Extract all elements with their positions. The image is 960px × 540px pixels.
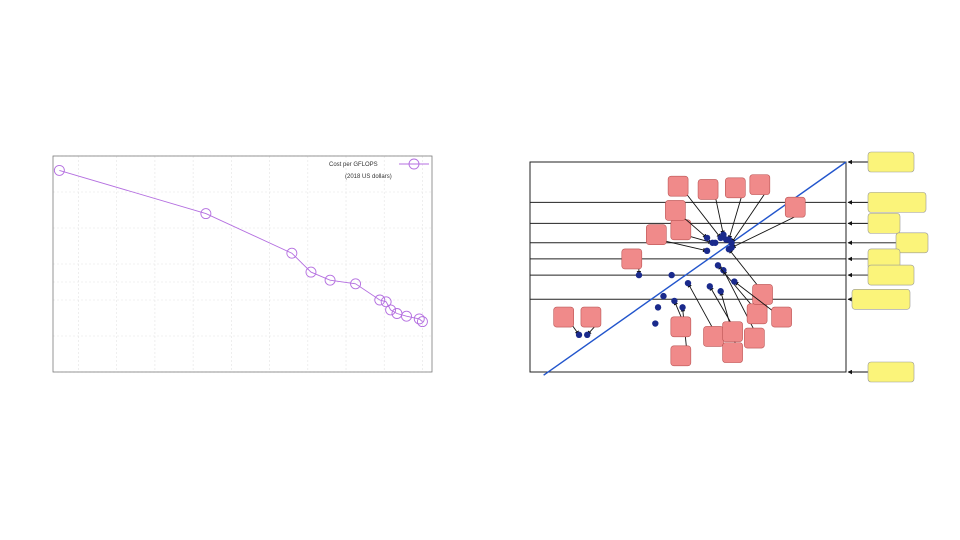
label-arrow: [727, 193, 743, 240]
data-point: [731, 278, 738, 285]
plot-frame: [529, 161, 847, 373]
data-point: [714, 262, 722, 269]
legend-sublabel: (2018 US dollars): [345, 174, 392, 180]
point-label-box: [703, 326, 724, 347]
point-label-box: [722, 321, 743, 342]
point-label-box: [722, 342, 743, 363]
label-arrow: [663, 240, 708, 253]
data-point: [374, 294, 386, 306]
data-point: [671, 297, 678, 305]
point-label-box: [771, 306, 792, 328]
data-point: [679, 304, 686, 311]
legend-label: Cost per GFLOPS: [329, 162, 378, 168]
organism-tag: [867, 192, 927, 213]
data-point: [413, 313, 425, 325]
data-point: [703, 247, 711, 255]
point-label-box: [670, 345, 692, 367]
point-label-box: [749, 174, 771, 195]
label-arrow: [682, 216, 708, 239]
data-point: [635, 271, 643, 279]
point-label-box: [746, 303, 768, 325]
point-label-box: [744, 327, 765, 349]
data-point: [728, 239, 735, 246]
data-point: [668, 271, 675, 279]
point-label-box: [752, 284, 773, 305]
data-point: [684, 279, 692, 287]
data-point: [703, 234, 711, 242]
data-point: [416, 316, 428, 328]
data-point: [660, 292, 667, 300]
point-label-box: [784, 196, 806, 218]
data-point: [53, 164, 65, 176]
data-point: [401, 310, 412, 322]
data-point: [717, 288, 724, 295]
organism-tag: [867, 151, 915, 173]
point-label-box: [697, 179, 719, 200]
data-point: [728, 244, 735, 251]
data-point: [654, 304, 662, 311]
organism-tag: [867, 213, 901, 234]
plot-frame: [52, 155, 433, 373]
organism-tag: [851, 289, 911, 310]
point-label-box: [670, 316, 692, 338]
label-arrow: [731, 212, 803, 249]
data-point: [717, 234, 724, 242]
label-arrow: [687, 235, 713, 244]
data-point: [286, 247, 298, 259]
trend-line: [543, 161, 847, 376]
label-arrow: [714, 195, 725, 236]
data-point: [350, 278, 362, 290]
point-label-box: [670, 219, 692, 241]
neuron-count-chart: [529, 151, 929, 383]
data-point: [305, 266, 317, 278]
data-point: [584, 331, 591, 339]
series-line: [59, 169, 423, 322]
data-point: [652, 320, 659, 327]
legend-marker: [408, 158, 420, 170]
point-label-box: [725, 177, 746, 199]
point-label-box: [665, 200, 686, 221]
data-point: [709, 239, 716, 246]
label-arrow: [684, 191, 722, 239]
organism-tag: [867, 361, 915, 383]
label-arrow: [731, 190, 768, 244]
point-label-box: [553, 306, 574, 328]
data-point: [706, 283, 713, 290]
data-point: [200, 208, 212, 220]
data-point: [324, 274, 336, 286]
point-label-box: [580, 306, 602, 328]
point-label-box: [646, 224, 667, 245]
data-point: [385, 304, 397, 316]
point-label-box: [667, 175, 689, 197]
data-point: [575, 331, 583, 339]
point-label-box: [621, 248, 643, 270]
organism-tag: [895, 232, 929, 254]
organism-tag: [867, 264, 915, 286]
gflops-cost-chart: Cost per GFLOPS (2018 US dollars): [52, 155, 433, 373]
